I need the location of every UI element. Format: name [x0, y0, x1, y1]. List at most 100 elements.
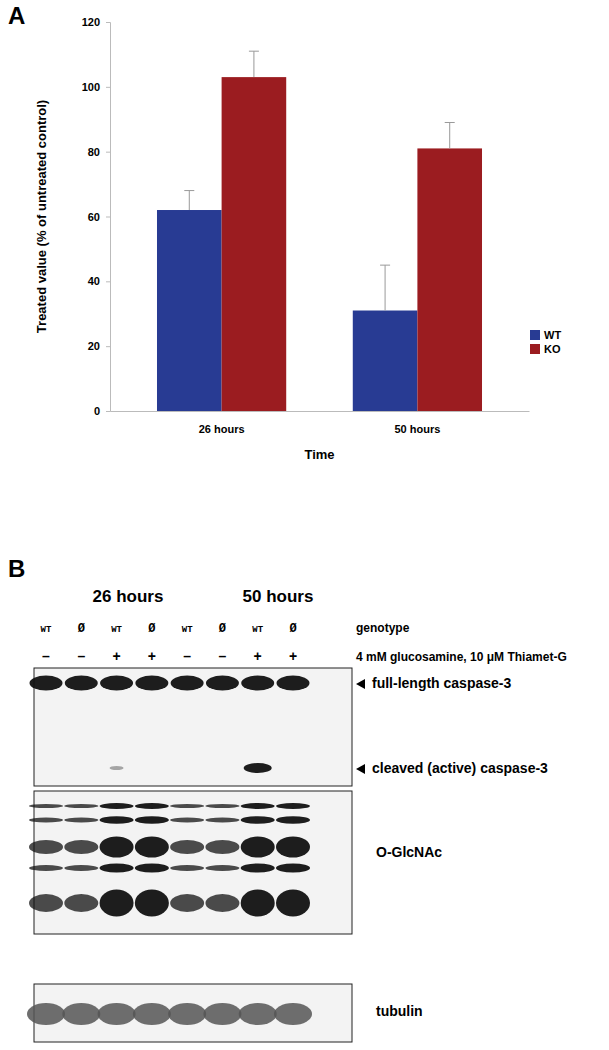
blot-band [29, 840, 63, 854]
y-tick-label: 80 [88, 146, 100, 158]
y-tick-label: 120 [82, 16, 100, 28]
genotype-label: WT [182, 625, 193, 635]
error-bar [249, 51, 259, 77]
blot-band [135, 803, 169, 809]
x-tick-label: 26 hours [199, 423, 245, 435]
blot-band [205, 818, 239, 823]
blot-band [205, 894, 239, 912]
row-label: tubulin [376, 1003, 423, 1019]
error-bar [445, 122, 455, 148]
blot-band [100, 816, 134, 824]
y-tick-mark [106, 346, 110, 347]
blot-band [241, 864, 275, 873]
bar [417, 148, 482, 411]
error-bar [184, 191, 194, 210]
blot-band [277, 676, 310, 691]
treatment-label: + [254, 648, 262, 664]
legend-swatch [530, 330, 540, 340]
row-arrow [356, 764, 365, 774]
blot-band [29, 818, 63, 823]
error-bar-cap [184, 190, 194, 191]
error-bar-cap [249, 51, 259, 52]
y-tick-mark [106, 152, 110, 153]
blot-band [64, 804, 98, 808]
legend-swatch [530, 344, 540, 354]
blot-band [64, 840, 98, 854]
treatment-label: – [42, 648, 50, 664]
blot-band [244, 763, 272, 773]
blot-band [29, 894, 63, 912]
y-tick: 20 [88, 340, 110, 352]
blot-band [276, 816, 310, 824]
y-tick-label: 100 [82, 81, 100, 93]
blot-band [276, 864, 310, 873]
panel-b: 26 hours50 hoursWTØWTØWTØWTØgenotype––++… [27, 587, 567, 1042]
blot-membrane [34, 668, 352, 786]
blot-band [100, 864, 134, 873]
blot-band [27, 1003, 65, 1025]
x-axis-title: Time [304, 447, 334, 462]
genotype-label: WT [111, 625, 122, 635]
blot-band [98, 1003, 136, 1025]
bar-series [222, 51, 482, 411]
blot-band [170, 865, 204, 871]
blot-band [205, 840, 239, 854]
blot-band [274, 1003, 312, 1025]
y-axis-line [106, 23, 111, 412]
blot-band [135, 864, 169, 873]
blot-band [133, 1003, 171, 1025]
error-bar-stem [449, 122, 450, 148]
y-tick: 120 [82, 16, 110, 28]
blot-band [239, 1003, 277, 1025]
blot-band [241, 837, 275, 858]
treatment-label: + [289, 648, 297, 664]
y-axis-title: Treated value (% of untreated control) [34, 100, 49, 333]
blot-band [241, 676, 274, 691]
blot-band [29, 865, 63, 871]
time-label: 26 hours [93, 587, 164, 606]
blot-band [170, 894, 204, 912]
blot-band [241, 816, 275, 824]
error-bar-stem [189, 191, 190, 210]
y-tick-label: 40 [88, 275, 100, 287]
blot-band [29, 804, 63, 808]
treatment-label: – [183, 648, 191, 664]
y-tick: 60 [88, 211, 110, 223]
blot-band [203, 1003, 241, 1025]
blot-band [170, 804, 204, 808]
blot-band [276, 890, 310, 917]
genotype-row-label: genotype [356, 621, 410, 635]
genotype-label: Ø [289, 622, 296, 636]
row-label: O-GlcNAc [376, 844, 442, 860]
x-axis-line [111, 411, 530, 412]
error-bar-stem [385, 265, 386, 310]
y-tick-label: 20 [88, 340, 100, 352]
y-tick-label: 60 [88, 211, 100, 223]
y-tick: 80 [88, 146, 110, 158]
blot-band [64, 894, 98, 912]
x-axis: 26 hours50 hours [111, 412, 530, 435]
error-bar-cap [380, 265, 390, 266]
legend-label: WT [544, 329, 561, 341]
y-tick: 0 [94, 405, 110, 417]
blot-band [170, 840, 204, 854]
time-label: 50 hours [243, 587, 314, 606]
treatment-row-label: 4 mM glucosamine, 10 μM Thiamet-G [356, 650, 567, 664]
blot-band [168, 1003, 206, 1025]
blot-band [276, 837, 310, 858]
y-tick-mark [106, 411, 110, 412]
genotype-label: WT [252, 625, 263, 635]
figure: AB02040608010012026 hours50 hoursTimeTre… [0, 0, 609, 1050]
blot-band [64, 818, 98, 823]
y-tick-mark [106, 281, 110, 282]
row-arrow [356, 679, 365, 689]
blot-membrane [34, 791, 352, 934]
genotype-label: Ø [148, 622, 155, 636]
plot-marks [157, 51, 482, 411]
blot-band [30, 676, 63, 691]
bar [353, 311, 418, 411]
chart-a: 0 20 40 60 80 100 120 26 hours50 hours Time Treat… [34, 16, 561, 462]
bar [222, 77, 287, 411]
row-label: full-length caspase-3 [372, 675, 511, 691]
genotype-label: Ø [78, 622, 85, 636]
